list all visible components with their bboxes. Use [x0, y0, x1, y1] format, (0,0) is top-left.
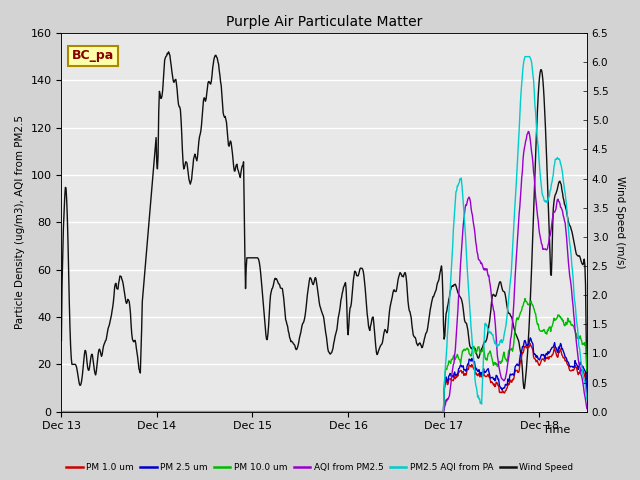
Text: Time: Time [543, 425, 570, 435]
Text: BC_pa: BC_pa [72, 49, 114, 62]
Legend: PM 1.0 um, PM 2.5 um, PM 10.0 um, AQI from PM2.5, PM2.5 AQI from PA, Wind Speed: PM 1.0 um, PM 2.5 um, PM 10.0 um, AQI fr… [63, 459, 577, 476]
Y-axis label: Wind Speed (m/s): Wind Speed (m/s) [615, 176, 625, 269]
Y-axis label: Particle Density (ug/m3), AQI from PM2.5: Particle Density (ug/m3), AQI from PM2.5 [15, 115, 25, 329]
Title: Purple Air Particulate Matter: Purple Air Particulate Matter [226, 15, 422, 29]
